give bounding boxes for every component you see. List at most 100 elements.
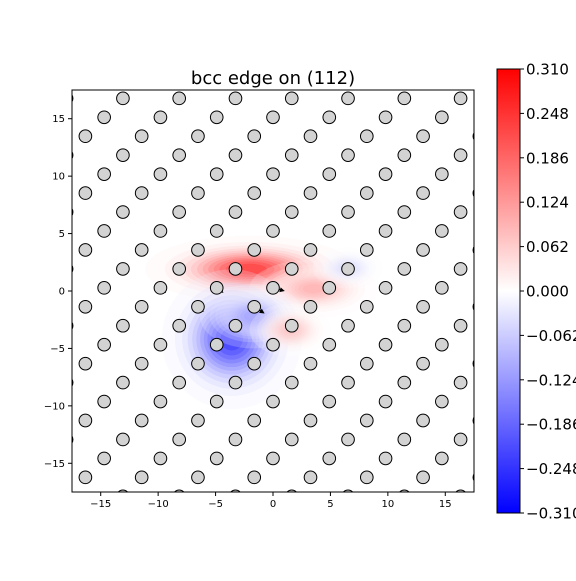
atom xyxy=(98,111,111,124)
displacement-arrow xyxy=(158,60,162,64)
displacement-arrow xyxy=(478,364,482,368)
atom xyxy=(473,357,486,370)
colorbar-tick: 0.062 xyxy=(520,238,569,256)
atom xyxy=(117,319,130,332)
atom xyxy=(342,319,355,332)
atom xyxy=(417,414,430,427)
atom xyxy=(436,111,449,124)
atom xyxy=(398,263,411,276)
y-tick-label: −5 xyxy=(50,344,65,355)
plot-area xyxy=(60,35,485,540)
atom xyxy=(135,300,148,313)
atom xyxy=(360,414,373,427)
displacement-arrow xyxy=(197,534,200,538)
atom xyxy=(285,263,298,276)
atom xyxy=(267,168,280,181)
atom xyxy=(473,471,486,484)
displacement-arrow xyxy=(67,326,71,331)
x-tick-label: 0 xyxy=(270,499,276,510)
x-tick-label: 15 xyxy=(439,499,452,510)
displacement-arrow xyxy=(403,496,407,500)
displacement-arrow xyxy=(216,515,219,519)
atom xyxy=(417,73,430,86)
atom xyxy=(79,130,92,143)
atom xyxy=(323,395,336,408)
atom xyxy=(454,92,467,105)
colorbar-tick: 0.124 xyxy=(520,194,569,212)
atom xyxy=(98,54,111,67)
displacement-arrow xyxy=(478,79,481,83)
displacement-arrow xyxy=(290,41,293,45)
atom xyxy=(436,282,449,295)
atom xyxy=(473,73,486,86)
atom xyxy=(285,206,298,219)
y-tick: −10 xyxy=(44,401,72,412)
atom xyxy=(192,187,205,200)
atom xyxy=(173,35,186,48)
atom xyxy=(60,490,73,503)
atom xyxy=(436,168,449,181)
atom xyxy=(417,187,430,200)
displacement-arrow xyxy=(478,193,482,197)
atom xyxy=(360,300,373,313)
colorbar-tick-label: 0.310 xyxy=(526,61,569,79)
atom xyxy=(60,319,73,332)
atom xyxy=(135,130,148,143)
displacement-arrow xyxy=(421,79,424,83)
displacement-arrow xyxy=(120,41,124,45)
atom xyxy=(342,433,355,446)
atom xyxy=(60,376,73,389)
displacement-arrow xyxy=(328,60,331,64)
displacement-arrow xyxy=(365,534,369,538)
y-tick: −15 xyxy=(44,459,72,470)
displacement-arrow xyxy=(328,515,332,519)
displacement-arrow xyxy=(62,268,66,272)
atom xyxy=(98,452,111,465)
colorbar-tick-label: 0.186 xyxy=(526,149,569,167)
atom xyxy=(379,225,392,238)
atom xyxy=(60,35,73,48)
atom xyxy=(229,35,242,48)
atom xyxy=(379,168,392,181)
atom xyxy=(79,73,92,86)
atom xyxy=(454,319,467,332)
atom xyxy=(473,130,486,143)
atom xyxy=(360,187,373,200)
atom xyxy=(98,338,111,351)
displacement-arrow xyxy=(102,60,106,64)
atom xyxy=(248,187,261,200)
atom xyxy=(154,168,167,181)
displacement-arrow xyxy=(384,515,388,519)
atom xyxy=(436,225,449,238)
atom xyxy=(379,111,392,124)
x-tick: 15 xyxy=(439,492,452,510)
atom xyxy=(454,433,467,446)
atom xyxy=(192,244,205,257)
atom xyxy=(267,282,280,295)
atom xyxy=(360,244,373,257)
colorbar: 0.3100.2480.1860.1240.0620.000−0.062−0.1… xyxy=(497,61,576,523)
x-tick-label: 10 xyxy=(381,499,394,510)
atom xyxy=(267,338,280,351)
y-tick-label: −15 xyxy=(44,459,65,470)
atom xyxy=(379,395,392,408)
atom xyxy=(229,206,242,219)
x-tick: −5 xyxy=(208,492,223,510)
atom xyxy=(117,376,130,389)
atom xyxy=(248,300,261,313)
displacement-arrow xyxy=(122,496,126,500)
atom xyxy=(154,54,167,67)
atom xyxy=(267,395,280,408)
atom xyxy=(173,206,186,219)
atom xyxy=(248,244,261,257)
displacement-arrow xyxy=(66,439,70,443)
y-tick-label: 10 xyxy=(52,172,65,183)
displacement-arrow xyxy=(403,41,406,45)
atom xyxy=(192,471,205,484)
atom xyxy=(79,244,92,257)
colorbar-ticks: 0.3100.2480.1860.1240.0620.000−0.062−0.1… xyxy=(520,61,576,523)
displacement-arrow xyxy=(478,534,482,538)
atom xyxy=(248,414,261,427)
y-tick: 10 xyxy=(52,172,72,183)
